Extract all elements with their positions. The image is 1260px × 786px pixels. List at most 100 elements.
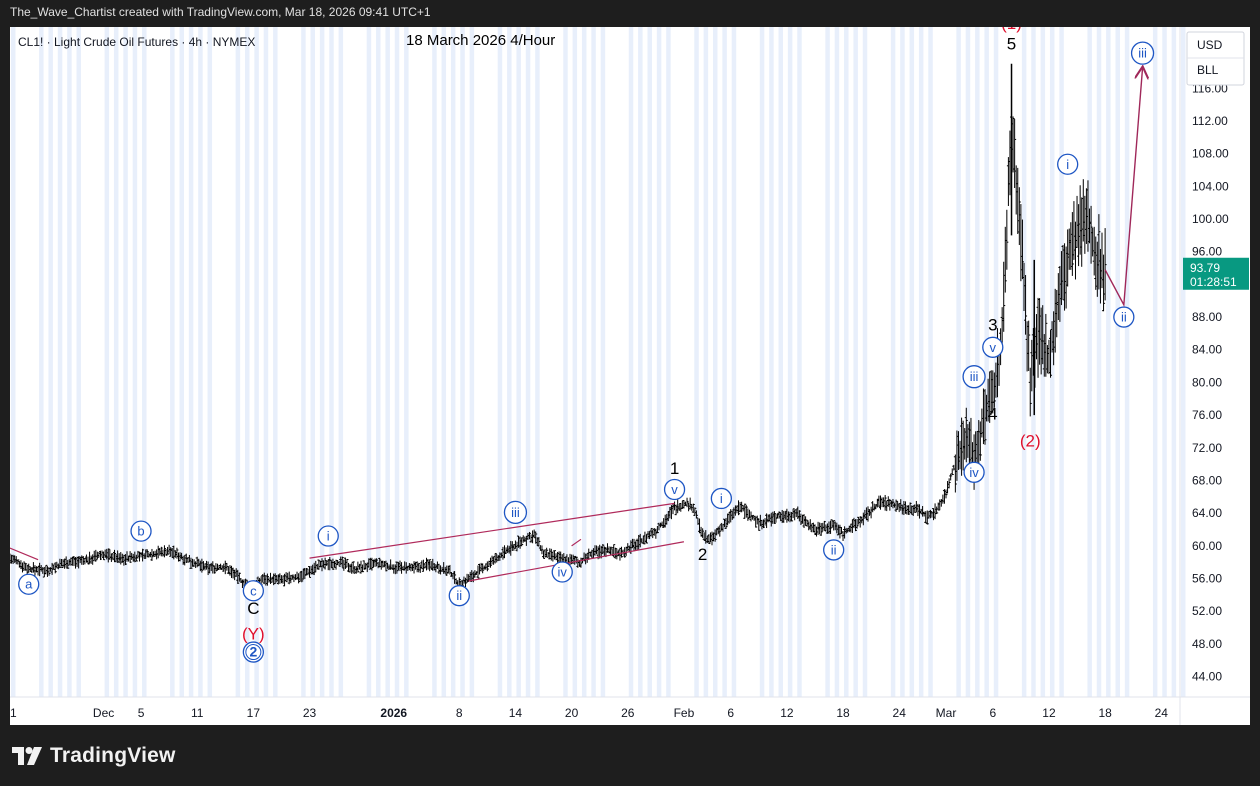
- price-bar: [1006, 157, 1010, 206]
- price-bar: [790, 512, 794, 522]
- y-tick-label: 52.00: [1192, 604, 1222, 618]
- price-bar: [707, 534, 711, 545]
- price-bar: [685, 497, 689, 508]
- price-bar: [649, 527, 653, 537]
- session-band: [722, 27, 727, 697]
- price-bar: [693, 507, 697, 516]
- price-bar: [534, 531, 538, 544]
- y-tick-label: 84.00: [1192, 343, 1222, 357]
- session-band: [394, 27, 400, 697]
- session-band: [1049, 27, 1055, 697]
- price-bar: [888, 498, 892, 511]
- price-bar: [161, 549, 165, 557]
- svg-text:i: i: [720, 491, 723, 506]
- tradingview-brand: TradingView: [50, 744, 176, 767]
- session-band: [656, 27, 662, 697]
- price-bar: [822, 520, 826, 531]
- x-tick-label: 24: [893, 706, 907, 720]
- svg-text:2: 2: [249, 644, 257, 660]
- price-bar: [655, 525, 659, 534]
- price-bar: [351, 561, 355, 574]
- price-bar: [542, 550, 546, 559]
- svg-text:ii: ii: [831, 542, 837, 557]
- wave-label: 1: [670, 459, 679, 478]
- trend-line: [10, 547, 39, 561]
- price-bar: [184, 553, 188, 563]
- price-bar: [1070, 212, 1074, 276]
- wave-label: ii: [1113, 306, 1135, 328]
- price-bar: [1102, 254, 1106, 312]
- session-band: [245, 27, 250, 697]
- svg-text:iv: iv: [969, 465, 979, 480]
- price-bar: [460, 580, 464, 586]
- price-bar: [644, 534, 648, 544]
- price-bar: [579, 557, 583, 568]
- svg-text:3: 3: [988, 315, 997, 334]
- price-bar: [546, 552, 550, 558]
- price-bar: [601, 544, 605, 555]
- price-bar: [357, 563, 361, 570]
- symbol-legend: CL1! · Light Crude Oil Futures · 4h · NY…: [18, 35, 255, 49]
- price-bar: [540, 545, 544, 555]
- session-band: [104, 27, 110, 697]
- svg-text:4: 4: [988, 404, 997, 423]
- price-bar: [86, 556, 90, 565]
- price-bar: [278, 573, 282, 584]
- x-tick-label: Feb: [674, 706, 695, 720]
- price-bar: [490, 555, 494, 565]
- wave-label: 4: [988, 404, 997, 423]
- svg-text:iii: iii: [1138, 46, 1147, 61]
- price-bar: [106, 548, 110, 563]
- price-bar: [674, 504, 678, 516]
- session-band: [759, 27, 765, 697]
- svg-text:(1): (1): [1001, 27, 1022, 33]
- price-bar: [1055, 289, 1059, 338]
- session-band: [404, 27, 409, 697]
- price-bar: [1064, 246, 1068, 309]
- price-bar: [350, 563, 354, 574]
- chart-panel[interactable]: abcC(Y)2iiiiiiivv12iiiiviii4v3(1)5(2)iii…: [10, 27, 1250, 725]
- price-bar: [1028, 367, 1032, 417]
- svg-text:b: b: [137, 524, 144, 539]
- price-bar: [1027, 320, 1031, 371]
- wave-label: b: [130, 520, 152, 542]
- price-bar: [66, 559, 70, 569]
- price-bar: [284, 572, 288, 583]
- price-bar: [680, 500, 684, 509]
- x-tick-label: 24: [1155, 706, 1169, 720]
- y-tick-label: 48.00: [1192, 637, 1222, 651]
- session-band: [385, 27, 390, 697]
- y-tick-label: 56.00: [1192, 572, 1222, 586]
- price-bar: [858, 516, 862, 528]
- price-bar: [102, 551, 106, 561]
- price-bar: [98, 550, 102, 561]
- svg-text:iv: iv: [558, 564, 568, 579]
- price-bar: [662, 518, 666, 528]
- svg-text:i: i: [327, 529, 330, 544]
- svg-text:iii: iii: [511, 505, 520, 520]
- price-bar: [1024, 275, 1028, 335]
- svg-text:iii: iii: [970, 369, 979, 384]
- session-band: [376, 27, 381, 697]
- price-bar: [751, 514, 755, 520]
- price-bar: [613, 547, 617, 559]
- price-bar: [155, 549, 159, 560]
- price-bar: [877, 495, 881, 508]
- price-bar: [980, 408, 984, 438]
- price-chart[interactable]: abcC(Y)2iiiiiiivv12iiiiviii4v3(1)5(2)iii…: [10, 27, 1250, 725]
- price-bar: [679, 503, 683, 512]
- session-band: [778, 27, 784, 697]
- price-bar: [137, 551, 141, 562]
- price-bar: [348, 563, 352, 573]
- price-bar: [1073, 221, 1077, 280]
- price-bar: [236, 569, 240, 584]
- price-bar: [166, 546, 170, 555]
- tradingview-footer: TradingView: [12, 742, 176, 770]
- price-bar: [325, 560, 329, 566]
- price-bar: [95, 551, 99, 560]
- price-bar: [123, 554, 127, 566]
- price-bar: [128, 551, 132, 563]
- price-bar: [33, 565, 37, 576]
- y-tick-label: 108.00: [1192, 147, 1229, 161]
- session-band: [900, 27, 905, 697]
